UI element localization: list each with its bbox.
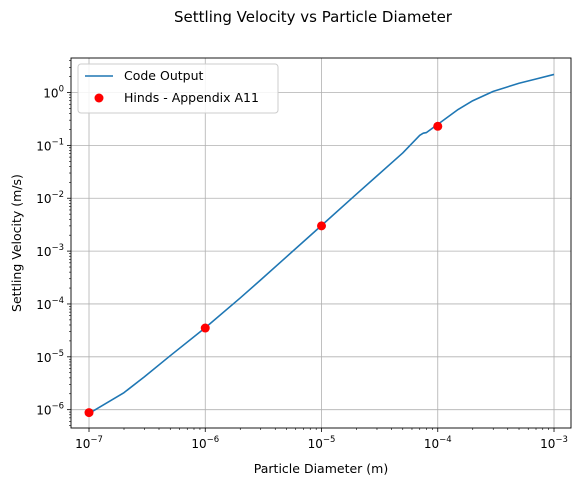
y-tick-label: 10−1 (36, 137, 64, 153)
data-point-hinds (317, 221, 326, 230)
legend-marker-swatch (95, 94, 104, 103)
x-tick-label: 10−4 (424, 435, 452, 451)
y-tick-label: 10−2 (36, 190, 64, 206)
x-tick-label: 10−3 (540, 435, 568, 451)
plot-area (85, 74, 555, 417)
legend: Code Output Hinds - Appendix A11 (78, 64, 278, 113)
x-tick-label: 10−5 (308, 435, 336, 451)
data-point-hinds (201, 324, 210, 333)
chart-title: Settling Velocity vs Particle Diameter (174, 8, 453, 26)
data-point-hinds (85, 408, 94, 417)
legend-label-code-output: Code Output (124, 68, 203, 83)
x-axis-label: Particle Diameter (m) (254, 461, 388, 476)
x-tick-label: 10−6 (191, 435, 219, 451)
x-tick-label: 10−7 (75, 435, 103, 451)
y-tick-label: 10−3 (36, 243, 64, 259)
data-point-hinds (433, 122, 442, 131)
x-axis: 10−7 10−6 10−5 10−4 10−3 (75, 428, 568, 451)
y-axis: 10−6 10−5 10−4 10−3 10−2 10−1 100 (36, 61, 71, 426)
y-tick-label: 10−6 (36, 402, 64, 418)
y-tick-label: 100 (43, 85, 64, 101)
y-axis-label: Settling Velocity (m/s) (9, 174, 24, 312)
legend-label-hinds: Hinds - Appendix A11 (124, 90, 259, 105)
y-tick-label: 10−4 (36, 296, 64, 312)
y-tick-label: 10−5 (36, 349, 64, 365)
